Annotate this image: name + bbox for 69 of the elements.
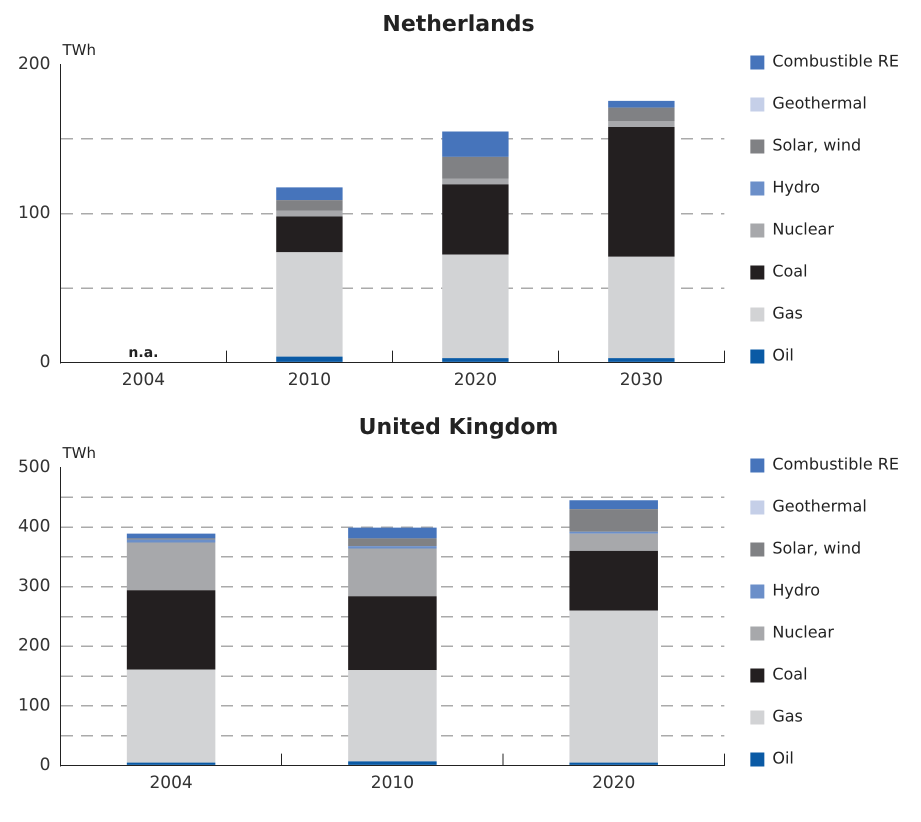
- bar: [442, 156, 509, 178]
- chart-title: Netherlands: [382, 12, 535, 37]
- y-tick-label: 0: [40, 755, 50, 776]
- bar: [348, 538, 437, 546]
- legend-label: Combustible RE: [772, 454, 899, 474]
- bar: [126, 534, 216, 538]
- y-tick-label: 500: [18, 456, 50, 477]
- bar: [442, 254, 509, 358]
- legend-label: Gas: [772, 304, 803, 323]
- bar: [276, 356, 343, 362]
- legend-label: Coal: [772, 262, 808, 281]
- bar: [126, 540, 216, 543]
- bar: [569, 509, 658, 532]
- bar: [348, 528, 437, 538]
- legend-label: Oil: [772, 748, 794, 768]
- y-tick-label: 100: [18, 202, 50, 223]
- y-tick-label: 300: [18, 576, 50, 596]
- bar: [608, 127, 675, 257]
- x-tick-label: 2020: [592, 773, 636, 794]
- bar: [569, 610, 658, 763]
- bar: [569, 534, 658, 551]
- legend-label: Hydro: [772, 178, 820, 197]
- bar: [608, 121, 675, 128]
- legend-label: Solar, wind: [772, 538, 862, 558]
- legend-label: Nuclear: [772, 622, 834, 642]
- y-tick-label: 0: [40, 352, 50, 372]
- bar: [276, 252, 343, 357]
- bar: [608, 100, 675, 108]
- x-tick-label: 2020: [454, 370, 498, 390]
- y-axis-title: TWh: [61, 444, 96, 462]
- annotation: n.a.: [128, 345, 158, 362]
- bar: [608, 358, 675, 362]
- legend-label: Solar, wind: [772, 136, 862, 155]
- x-tick-label: 2004: [149, 773, 193, 794]
- legend-label: Nuclear: [772, 220, 834, 239]
- bar: [608, 256, 675, 358]
- bar: [442, 358, 509, 362]
- legend-label: Coal: [772, 664, 808, 684]
- bar: [442, 184, 509, 255]
- bar: [348, 546, 437, 549]
- x-tick-label: 2010: [370, 773, 414, 794]
- y-tick-label: 100: [18, 695, 50, 716]
- bar: [126, 670, 216, 763]
- bar: [276, 187, 343, 200]
- x-tick-label: 2010: [288, 370, 332, 390]
- x-tick-label: 2030: [620, 370, 663, 390]
- bar: [126, 590, 216, 670]
- legend-label: Combustible RE: [772, 52, 899, 71]
- y-axis-title: TWh: [61, 40, 96, 59]
- bar: [276, 200, 343, 211]
- y-tick-label: 400: [18, 516, 50, 536]
- bar: [348, 596, 437, 670]
- legend-label: Hydro: [772, 580, 820, 600]
- legend-label: Gas: [772, 706, 803, 726]
- bar: [348, 670, 437, 762]
- bar: [569, 550, 658, 611]
- legend-label: Geothermal: [772, 94, 867, 113]
- bar: [569, 500, 658, 510]
- bar: [608, 108, 675, 122]
- bar: [442, 131, 509, 157]
- chart-title: United Kingdom: [358, 414, 558, 440]
- bar: [348, 761, 437, 765]
- bar: [276, 216, 343, 252]
- y-tick-label: 200: [18, 636, 50, 656]
- x-tick-label: 2004: [122, 370, 166, 390]
- legend-label: Oil: [772, 346, 794, 365]
- bar: [442, 178, 509, 184]
- legend-label: Geothermal: [772, 496, 867, 516]
- y-tick-label: 200: [18, 54, 50, 74]
